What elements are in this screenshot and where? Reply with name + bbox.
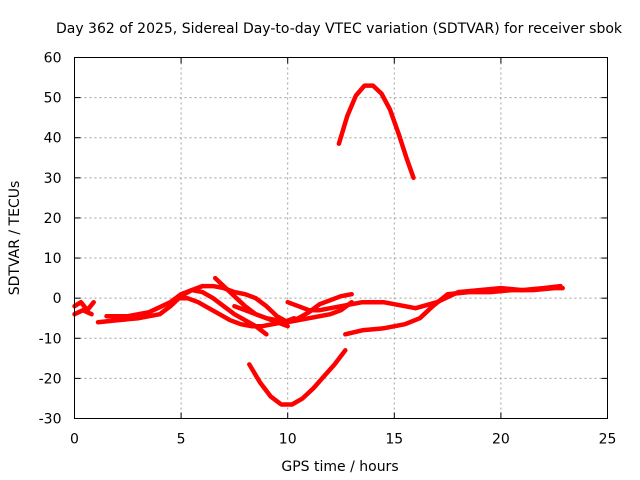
series-arc-8 [285, 283, 563, 313]
series-arc-10 [247, 348, 348, 407]
y-tick-label: 10 [44, 251, 62, 267]
series-arc-5 [174, 295, 297, 329]
chart-title: Day 362 of 2025, Sidereal Day-to-day VTE… [56, 21, 623, 37]
x-tick-label: 0 [70, 432, 79, 448]
y-tick-label: 30 [44, 171, 62, 187]
grid-lines [74, 57, 608, 419]
y-axis-title: SDTVAR / TECUs [7, 181, 23, 296]
y-tick-label: 50 [44, 91, 62, 107]
data-series-group [72, 83, 565, 407]
x-axis-title: GPS time / hours [281, 459, 398, 475]
y-tick-label: 60 [44, 51, 62, 67]
series-arc-11 [336, 83, 416, 181]
series-arc-1 [72, 299, 96, 313]
y-tick-label: -10 [39, 331, 62, 347]
x-tick-label: 20 [492, 432, 510, 448]
x-tick-label: 10 [279, 432, 297, 448]
series-arc-4 [104, 287, 269, 337]
axis-ticks: 0 5 10 15 20 25 -30 -20 -10 0 10 20 30 40 50 60 [39, 51, 617, 448]
series-arc-2 [72, 307, 94, 317]
y-tick-label: 20 [44, 211, 62, 227]
x-tick-label: 5 [177, 432, 186, 448]
y-tick-label: 0 [53, 291, 62, 307]
y-tick-label: -20 [39, 371, 62, 387]
y-tick-label: -30 [39, 412, 62, 428]
y-tick-label: 40 [44, 131, 62, 147]
series-arc-7 [232, 299, 354, 325]
x-tick-label: 15 [385, 432, 403, 448]
x-tick-label: 25 [599, 432, 617, 448]
plot-frame [74, 57, 608, 419]
series-arc-9 [343, 285, 565, 337]
